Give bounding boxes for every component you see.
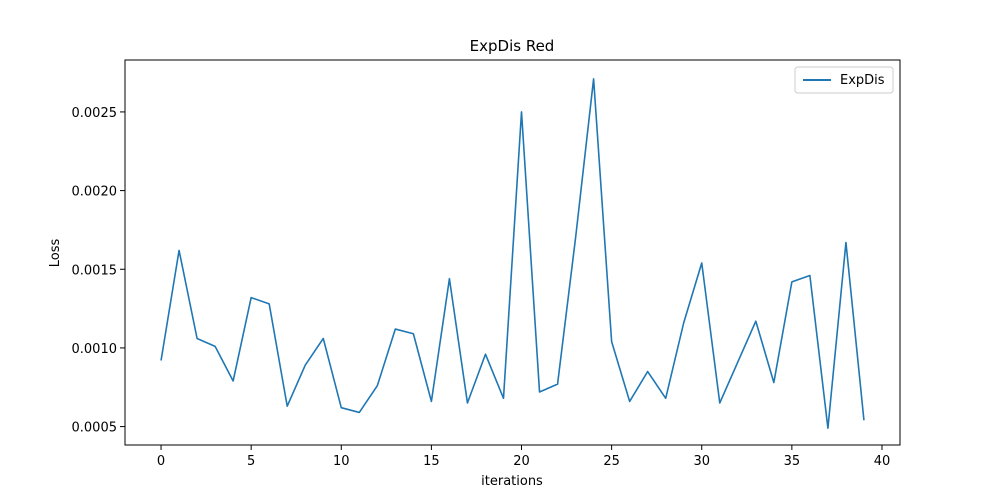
y-tick-label: 0.0020 (72, 185, 118, 200)
x-axis-ticks: 0 5 10 15 20 25 30 35 40 (157, 445, 890, 469)
series-line-expdis (160, 78, 865, 429)
legend-label: ExpDis (840, 73, 885, 88)
x-tick-label: 5 (247, 454, 255, 469)
chart-title: ExpDis Red (470, 37, 555, 55)
x-tick-label: 30 (693, 454, 710, 469)
plot-frame (124, 59, 901, 446)
legend: ExpDis (794, 66, 894, 94)
x-tick-label: 40 (874, 454, 891, 469)
x-tick-label: 15 (423, 454, 440, 469)
x-tick-label: 25 (603, 454, 620, 469)
x-tick-label: 0 (157, 454, 165, 469)
y-tick-label: 0.0015 (72, 263, 118, 278)
y-tick-label: 0.0010 (72, 342, 118, 357)
y-axis-label: Loss (48, 239, 63, 268)
x-tick-label: 35 (784, 454, 801, 469)
x-tick-label: 10 (333, 454, 350, 469)
x-axis-label: iterations (481, 474, 543, 489)
y-tick-label: 0.0025 (72, 106, 118, 121)
plot-area (160, 78, 865, 429)
x-tick-label: 20 (513, 454, 530, 469)
legend-box (794, 66, 894, 94)
y-axis-ticks: 0.0005 0.0010 0.0015 0.0020 0.0025 (72, 106, 125, 436)
y-tick-label: 0.0005 (72, 421, 118, 436)
